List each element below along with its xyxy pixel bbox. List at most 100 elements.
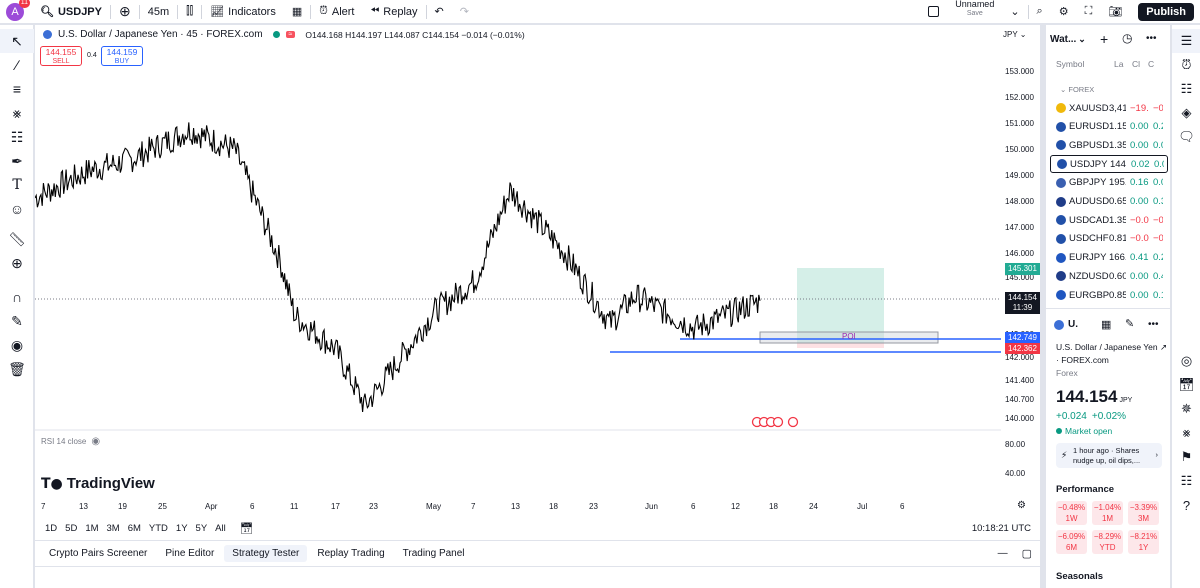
news-headline[interactable]: ⚡︎ 1 hour ago · Shares nudge up, oil dip… xyxy=(1056,443,1162,468)
quick-search-button[interactable]: ⌕ xyxy=(1029,0,1051,24)
chart-title[interactable]: U.S. Dollar / Japanese Yen · 45 · FOREX.… xyxy=(58,29,263,40)
lock-drawing-tool[interactable]: ✎ xyxy=(0,309,34,333)
eye-icon[interactable]: ◉ xyxy=(91,436,101,447)
performance-cell[interactable]: −8.29% YTD xyxy=(1092,530,1123,554)
watchlist-toggle[interactable]: ☰ xyxy=(1172,29,1200,53)
indicators-button[interactable]: 📈︎ Indicators xyxy=(210,5,276,19)
delete-drawings-tool[interactable]: 🗑︎ xyxy=(0,357,34,381)
trend-line-tool[interactable]: ∕ xyxy=(0,53,34,77)
performance-cell[interactable]: −1.04% 1M xyxy=(1092,501,1123,525)
redo-button[interactable]: ↷ xyxy=(452,0,477,24)
snapshot-button[interactable]: 📷︎ xyxy=(1100,0,1130,24)
icons-tool[interactable]: ☺ xyxy=(0,197,34,221)
watchlist-time-icon[interactable]: ◷ xyxy=(1122,31,1133,45)
bottom-tab[interactable]: Pine Editor xyxy=(165,548,215,559)
price-plot[interactable] xyxy=(35,25,1001,495)
pine-toggle[interactable]: ⨳ xyxy=(1172,421,1200,445)
cursor-tool[interactable]: ↖ xyxy=(0,29,34,53)
buy-button[interactable]: 144.159 BUY xyxy=(101,46,143,66)
edit-icon[interactable]: ✎ xyxy=(1125,318,1135,330)
data-provider-badge[interactable]: ≈ xyxy=(285,31,296,38)
alerts-toggle[interactable]: ⏰︎ xyxy=(1172,53,1200,77)
watchlist-group[interactable]: ⌄ FOREX xyxy=(1060,85,1095,94)
layout-grid-icon[interactable]: ▦ xyxy=(1101,319,1112,331)
utc-clock[interactable]: 10:18:21 UTC xyxy=(971,522,1031,534)
bottom-tab[interactable]: Crypto Pairs Screener xyxy=(49,548,148,559)
watchlist-title[interactable]: Wat... ⌄ xyxy=(1050,34,1086,45)
timezone-gear-icon[interactable]: ⚙ xyxy=(1017,500,1026,511)
measure-tool[interactable]: 📏︎ xyxy=(0,227,34,251)
compare-button[interactable]: ⊕ xyxy=(111,0,139,24)
performance-cell[interactable]: −3.39% 3M xyxy=(1128,501,1159,525)
shapes-tool[interactable]: ✒ xyxy=(0,149,34,173)
event-markers[interactable] xyxy=(751,416,799,428)
performance-cell[interactable]: −6.09% 6M xyxy=(1056,530,1087,554)
bottom-tab[interactable]: Trading Panel xyxy=(402,548,465,559)
object-tree-toggle[interactable]: ☷ xyxy=(1172,77,1200,101)
layers-toggle[interactable]: ◈ xyxy=(1172,101,1200,125)
range-button[interactable]: 3M xyxy=(106,522,120,534)
symbol-full-name[interactable]: U.S. Dollar / Japanese Yen ↗ xyxy=(1056,342,1168,352)
layout-menu-chevron[interactable]: ⌄ xyxy=(1002,0,1027,24)
user-avatar[interactable]: A 11 xyxy=(6,0,30,21)
layout-toggle[interactable] xyxy=(920,0,947,24)
watchlist-row[interactable]: USDCAD 1.35 −0.0 −0 xyxy=(1050,211,1168,229)
tradingview-watermark[interactable]: 𝗧● TradingView xyxy=(41,475,155,492)
range-button[interactable]: 1Y xyxy=(175,522,188,534)
poi-zone[interactable] xyxy=(759,331,939,344)
hotlist-toggle[interactable]: ⚑ xyxy=(1172,445,1200,469)
symbol-exchange[interactable]: · FOREX.com xyxy=(1056,355,1109,365)
fullscreen-button[interactable]: ⛶ xyxy=(1077,0,1101,24)
zoom-tool[interactable]: ⊕ xyxy=(0,251,34,275)
sell-button[interactable]: 144.155 SELL xyxy=(40,46,82,66)
add-symbol-plus-icon[interactable]: + xyxy=(1100,31,1109,47)
hide-drawings-tool[interactable]: ◉ xyxy=(0,333,34,357)
projection-tool[interactable]: ☷ xyxy=(0,125,34,149)
range-button[interactable]: 1D xyxy=(45,522,58,534)
bottom-tab[interactable]: Strategy Tester xyxy=(224,545,308,562)
magnet-tool[interactable]: ∩ xyxy=(0,285,34,309)
currency-selector[interactable]: JPY ⌄ xyxy=(1003,30,1027,39)
range-button[interactable]: 5D xyxy=(65,522,78,534)
settings-button[interactable]: ⚙ xyxy=(1051,0,1077,24)
range-button[interactable]: All xyxy=(215,522,226,534)
details-header[interactable]: U. xyxy=(1054,319,1078,330)
range-button[interactable]: 5Y xyxy=(195,522,208,534)
replay-button[interactable]: ⏪︎ Replay xyxy=(370,5,418,18)
goto-date-icon[interactable]: 📅︎ xyxy=(239,522,254,535)
templates-button[interactable]: ▦ xyxy=(284,0,310,24)
layout-name-button[interactable]: Unnamed Save xyxy=(955,0,995,17)
chart-pane[interactable]: U.S. Dollar / Japanese Yen · 45 · FOREX.… xyxy=(35,25,1040,540)
maximize-icon[interactable]: ▢ xyxy=(1021,548,1032,560)
more-options-icon[interactable]: ••• xyxy=(1146,33,1157,44)
pattern-tool[interactable]: ⨳ xyxy=(0,101,34,125)
performance-cell[interactable]: −8.21% 1Y xyxy=(1128,530,1159,554)
more-options-icon[interactable]: ••• xyxy=(1148,319,1159,330)
undo-button[interactable]: ↶ xyxy=(427,0,452,24)
performance-title[interactable]: Performance xyxy=(1056,484,1115,495)
text-tool[interactable]: T xyxy=(0,173,34,197)
watchlist-row[interactable]: USDCHF 0.81 −0.0 −0 xyxy=(1050,230,1168,248)
symbol-search-button[interactable]: 🔍︎ USDJPY xyxy=(32,0,110,24)
chat-toggle[interactable]: 🗨︎ xyxy=(1172,125,1200,149)
stream-toggle[interactable]: ☷ xyxy=(1172,469,1200,493)
help-toggle[interactable]: ? xyxy=(1172,493,1200,517)
chart-type-button[interactable]: ⫿⫿ xyxy=(178,0,201,24)
ideas-toggle[interactable]: ✵ xyxy=(1172,397,1200,421)
alert-button[interactable]: ⏰︎ Alert xyxy=(319,5,355,18)
rsi-legend[interactable]: RSI 14 close ◉ xyxy=(41,436,101,447)
signals-toggle[interactable]: ◎ xyxy=(1172,349,1200,373)
bottom-tab[interactable]: Replay Trading xyxy=(317,548,385,559)
fib-tool[interactable]: ≡ xyxy=(0,77,34,101)
range-button[interactable]: YTD xyxy=(148,522,168,534)
seasonals-title[interactable]: Seasonals xyxy=(1056,571,1103,582)
range-button[interactable]: 6M xyxy=(127,522,141,534)
calendar-toggle[interactable]: 📅︎ xyxy=(1172,373,1200,397)
range-button[interactable]: 1M xyxy=(85,522,99,534)
